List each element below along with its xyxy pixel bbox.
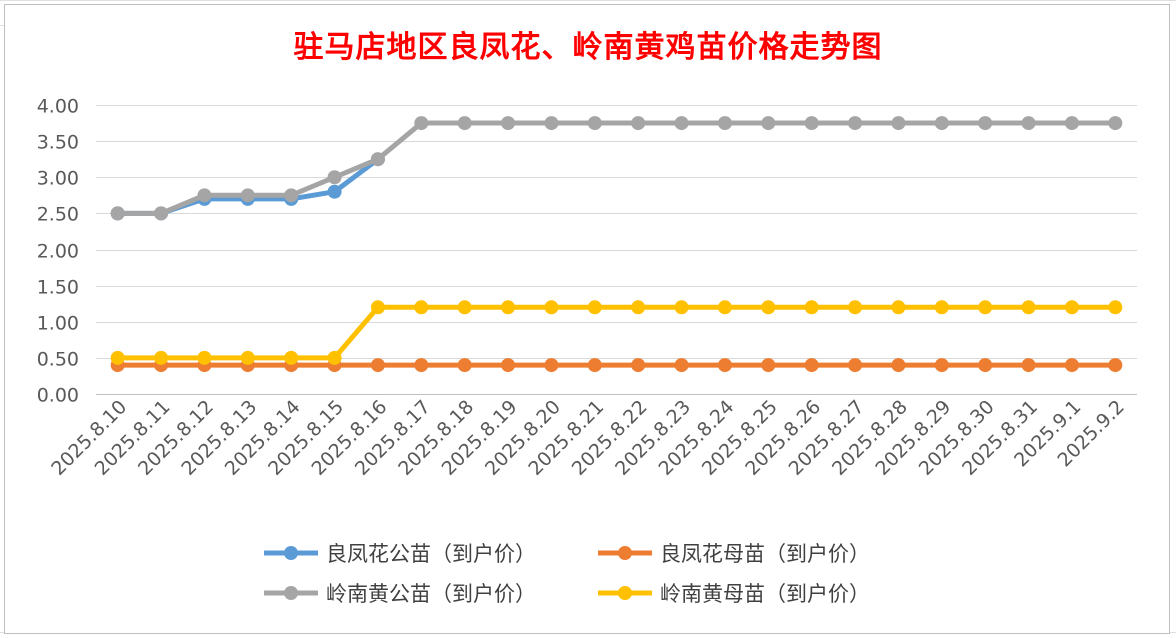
series-2-point xyxy=(761,358,776,373)
legend-label: 良凤花母苗（到户价） xyxy=(660,542,870,566)
series-4-point xyxy=(587,300,602,315)
series-2-point xyxy=(414,358,429,373)
series-3-point xyxy=(240,188,255,203)
series-4-point xyxy=(804,300,819,315)
series-4-point xyxy=(197,350,212,365)
legend-item: 良凤花母苗（到户价） xyxy=(596,536,870,570)
series-3-point xyxy=(891,116,906,131)
series-3-point xyxy=(978,116,993,131)
y-tick-label: 2.50 xyxy=(37,204,79,226)
legend-item: 良凤花公苗（到户价） xyxy=(262,536,536,570)
legend-label: 良凤花公苗（到户价） xyxy=(326,542,536,566)
series-3-point xyxy=(284,188,299,203)
series-3-point xyxy=(501,116,516,131)
series-1-point xyxy=(327,184,342,199)
legend-swatch-icon xyxy=(264,546,318,560)
series-3-point xyxy=(587,116,602,131)
y-tick-label: 1.00 xyxy=(37,313,79,335)
series-3-point xyxy=(934,116,949,131)
series-2-point xyxy=(804,358,819,373)
legend-label: 岭南黄公苗（到户价） xyxy=(326,582,536,606)
legend-item: 岭南黄公苗（到户价） xyxy=(262,576,536,610)
series-3-point xyxy=(1108,116,1123,131)
series-4-line xyxy=(115,304,1118,361)
series-2-point xyxy=(1064,358,1079,373)
legend-item: 岭南黄母苗（到户价） xyxy=(596,576,870,610)
legend-marker xyxy=(284,546,298,560)
series-2-point xyxy=(631,358,646,373)
series-3-point xyxy=(1064,116,1079,131)
series-3-point xyxy=(154,206,169,221)
series-2-point xyxy=(457,358,472,373)
series-2-point xyxy=(1108,358,1123,373)
series-3-line xyxy=(115,120,1118,216)
y-tick-label: 0.50 xyxy=(37,349,79,371)
series-4-point xyxy=(501,300,516,315)
series-4-point xyxy=(1021,300,1036,315)
series-4-point xyxy=(978,300,993,315)
series-4-point xyxy=(110,350,125,365)
series-4-point xyxy=(544,300,559,315)
series-2-point xyxy=(544,358,559,373)
series-4-point xyxy=(848,300,863,315)
y-tick-label: 1.50 xyxy=(37,277,79,299)
series-4-point xyxy=(1108,300,1123,315)
series-3-point xyxy=(197,188,212,203)
series-4-point xyxy=(154,350,169,365)
series-3-point xyxy=(848,116,863,131)
series-3-point xyxy=(414,116,429,131)
series-4-point xyxy=(370,300,385,315)
series-3-point xyxy=(717,116,732,131)
chart-area[interactable] xyxy=(4,4,1170,634)
series-3-point xyxy=(1021,116,1036,131)
series-2-point xyxy=(978,358,993,373)
chart-title: 驻马店地区良凤花、岭南黄鸡苗价格走势图 xyxy=(293,30,883,65)
y-tick-label: 2.00 xyxy=(37,241,79,263)
series-2-point xyxy=(587,358,602,373)
series-2-point xyxy=(501,358,516,373)
series-4-point xyxy=(1064,300,1079,315)
series-3-point xyxy=(327,170,342,185)
y-tick-label: 3.00 xyxy=(37,168,79,190)
series-4-point xyxy=(240,350,255,365)
legend-marker xyxy=(618,546,632,560)
series-2-point xyxy=(848,358,863,373)
series-3-point xyxy=(761,116,776,131)
y-tick-label: 0.00 xyxy=(37,385,79,407)
legend-label: 岭南黄母苗（到户价） xyxy=(660,582,870,606)
legend-swatch-icon xyxy=(598,586,652,600)
series-4-point xyxy=(284,350,299,365)
series-4-point xyxy=(631,300,646,315)
series-2-point xyxy=(717,358,732,373)
y-tick-label: 3.50 xyxy=(37,132,79,154)
series-2-point xyxy=(1021,358,1036,373)
series-3-point xyxy=(631,116,646,131)
legend-marker xyxy=(284,586,298,600)
legend-swatch-icon xyxy=(598,546,652,560)
y-tick-label: 4.00 xyxy=(37,96,79,118)
series-2-point xyxy=(891,358,906,373)
series-4-point xyxy=(717,300,732,315)
series-4-point xyxy=(891,300,906,315)
legend-swatch-icon xyxy=(264,586,318,600)
legend-marker xyxy=(618,586,632,600)
series-4-point xyxy=(327,350,342,365)
series-4-point xyxy=(761,300,776,315)
series-4-point xyxy=(674,300,689,315)
series-3-point xyxy=(804,116,819,131)
series-2-point xyxy=(674,358,689,373)
series-3-point xyxy=(110,206,125,221)
series-4-point xyxy=(457,300,472,315)
series-3-point xyxy=(457,116,472,131)
series-4-point xyxy=(934,300,949,315)
series-3-point xyxy=(544,116,559,131)
series-2-point xyxy=(934,358,949,373)
series-3-point xyxy=(370,152,385,167)
series-3-point xyxy=(674,116,689,131)
series-4-point xyxy=(414,300,429,315)
series-2-point xyxy=(370,358,385,373)
